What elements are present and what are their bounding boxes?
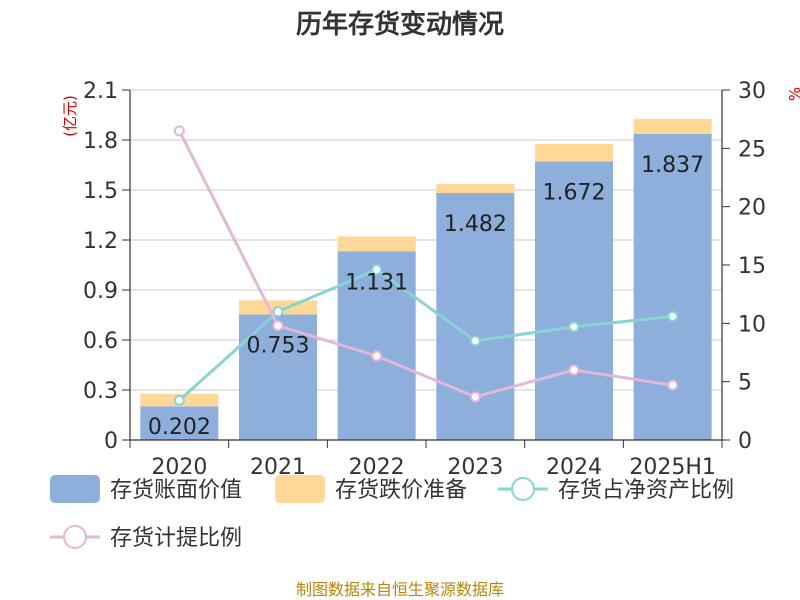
lines <box>173 125 679 406</box>
x-tick-label: 2020 <box>151 455 207 480</box>
x-tick-label: 2024 <box>546 455 602 480</box>
line-point <box>469 391 481 403</box>
bar-0 <box>140 406 219 440</box>
left-tick-label: 0 <box>104 429 118 454</box>
line-point <box>667 379 679 391</box>
legend-label: 存货账面价值 <box>110 478 242 503</box>
left-tick-label: 0.3 <box>83 379 118 404</box>
bar-4 <box>535 143 613 162</box>
series-line <box>178 267 673 402</box>
bar-value-label: 0.753 <box>247 334 310 359</box>
bar-5 <box>633 118 712 134</box>
line-point <box>371 350 383 362</box>
line-point <box>667 310 679 322</box>
bar-value-label: 1.672 <box>543 180 606 205</box>
line-point <box>568 321 580 333</box>
legend-label: 存货跌价准备 <box>335 478 467 503</box>
left-axis-unit: (亿元) <box>61 95 79 137</box>
grid <box>130 89 722 441</box>
right-tick-label: 25 <box>738 137 766 162</box>
left-tick-label: 1.5 <box>83 179 118 204</box>
legend-label: 存货占净资产比例 <box>558 478 734 503</box>
right-tick-label: 30 <box>738 79 766 104</box>
bar-value-label: 1.482 <box>444 212 507 237</box>
right-axis-unit: % <box>786 87 800 101</box>
x-tick-label: 2022 <box>349 455 405 480</box>
legend-marker <box>63 525 87 549</box>
left-tick-label: 1.8 <box>83 129 118 154</box>
source-note: 制图数据来自恒生聚源数据库 <box>296 580 504 599</box>
legend-swatch <box>275 475 325 503</box>
left-tick-label: 0.6 <box>83 329 118 354</box>
line-point <box>272 320 284 332</box>
bar-2 <box>337 236 416 252</box>
line-point <box>568 364 580 376</box>
line-point <box>173 125 185 137</box>
right-tick-label: 0 <box>738 429 752 454</box>
bar-5 <box>633 133 712 441</box>
legend-marker <box>511 477 535 501</box>
right-tick-label: 5 <box>738 371 752 396</box>
line-point <box>173 394 185 406</box>
bar-value-label: 0.202 <box>148 415 211 440</box>
bar-2 <box>337 251 416 440</box>
bar-3 <box>436 183 515 193</box>
line-point <box>469 335 481 347</box>
chart-title: 历年存货变动情况 <box>296 9 504 40</box>
x-tick-label: 2023 <box>447 455 503 480</box>
left-tick-label: 2.1 <box>83 79 118 104</box>
axes: 0 0.3 0.6 0.9 1.2 1.5 1.8 2.1 0 5 10 15 20 25 30 2020 20… <box>83 79 766 480</box>
x-tick-label: 2025H1 <box>629 455 716 480</box>
data-labels: 0.202 0.753 1.131 1.482 1.672 1.837 <box>148 153 704 440</box>
bar-4 <box>535 161 613 441</box>
series-line <box>177 130 673 399</box>
right-tick-label: 10 <box>738 312 766 337</box>
left-tick-label: 1.2 <box>83 229 118 254</box>
left-tick-label: 0.9 <box>83 279 118 304</box>
line-point <box>272 306 284 318</box>
right-tick-label: 20 <box>738 196 766 221</box>
bars <box>140 118 712 441</box>
legend-label: 存货计提比例 <box>110 526 242 551</box>
bar-value-label: 1.837 <box>641 153 704 178</box>
legend-swatch <box>50 475 100 503</box>
line-point <box>371 264 383 276</box>
right-tick-label: 15 <box>738 254 766 279</box>
bar-value-label: 1.131 <box>345 271 408 296</box>
